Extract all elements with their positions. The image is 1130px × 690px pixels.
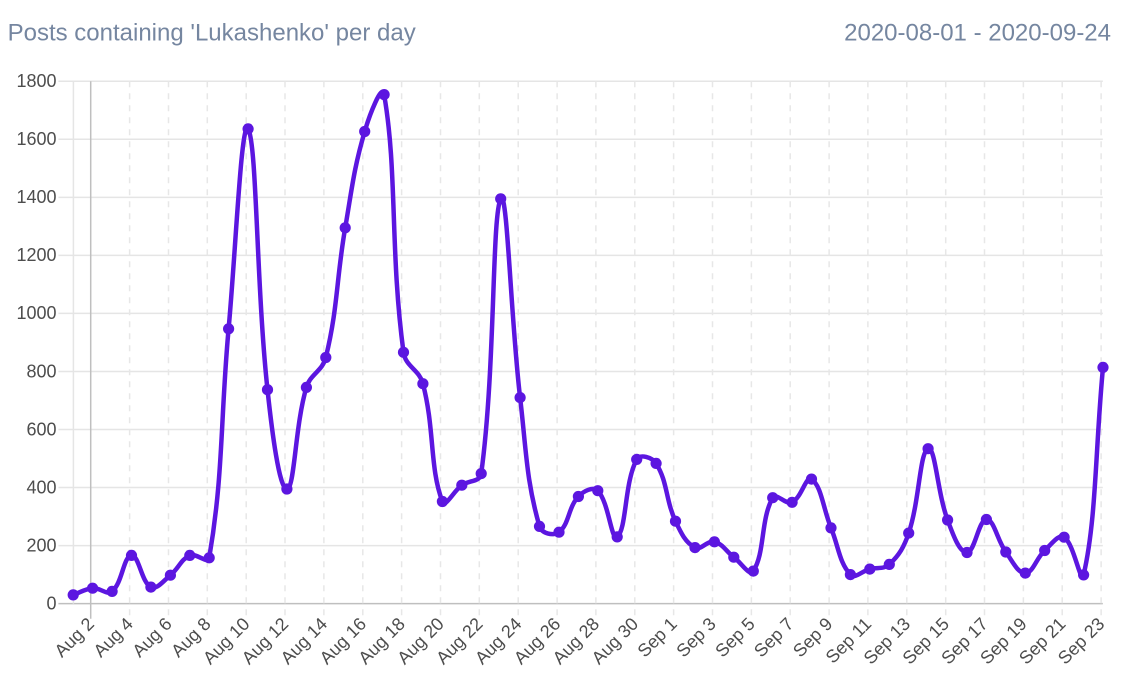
svg-text:1400: 1400 — [16, 187, 56, 207]
svg-text:400: 400 — [26, 477, 56, 497]
svg-text:1800: 1800 — [16, 71, 56, 91]
svg-text:1600: 1600 — [16, 129, 56, 149]
svg-text:1200: 1200 — [16, 245, 56, 265]
svg-text:800: 800 — [26, 361, 56, 381]
svg-text:1000: 1000 — [16, 303, 56, 323]
svg-text:200: 200 — [26, 535, 56, 555]
svg-text:600: 600 — [26, 419, 56, 439]
svg-text:0: 0 — [46, 593, 56, 613]
svg-text:2020-08-01 - 2020-09-24: 2020-08-01 - 2020-09-24 — [844, 20, 1111, 47]
svg-text:Posts containing 'Lukashenko': Posts containing 'Lukashenko' per day — [8, 20, 416, 47]
